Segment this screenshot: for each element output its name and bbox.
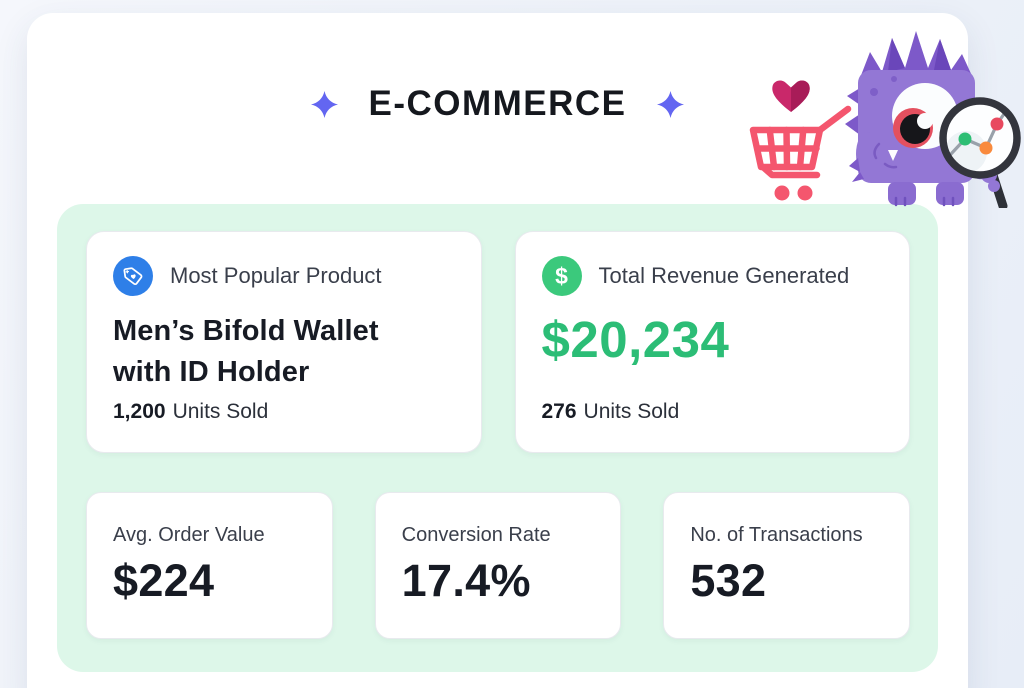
dollar-icon: $ <box>555 262 568 289</box>
popular-product-card-header: Most Popular Product <box>113 256 453 296</box>
revenue-card: $ Total Revenue Generated $20,234 276 Uni… <box>514 231 910 453</box>
tag-icon-badge <box>113 256 153 296</box>
popular-units-label: Units Sold <box>172 400 269 423</box>
stat-value: 17.4% <box>401 555 531 606</box>
metrics-panel: Most Popular Product Men’s Bifold Wallet… <box>57 204 938 672</box>
heart-icon <box>772 80 810 112</box>
popular-units-sold: 1,200 Units Sold <box>113 400 453 424</box>
revenue-units-value: 276 <box>541 400 577 423</box>
revenue-label: Total Revenue Generated <box>598 263 850 288</box>
sparkle-right-icon <box>656 90 684 118</box>
popular-units-value: 1,200 <box>113 400 166 423</box>
shopping-cart-icon <box>749 105 852 201</box>
revenue-card-header: $ Total Revenue Generated <box>541 256 882 296</box>
dollar-icon-badge: $ <box>541 256 582 296</box>
stat-value: $224 <box>113 555 215 606</box>
sparkle-left-icon <box>311 90 339 118</box>
stat-label: No. of Transactions <box>690 524 863 546</box>
product-name: Men’s Bifold Wallet with ID Holder <box>113 315 379 389</box>
stat-label: Conversion Rate <box>401 524 551 546</box>
stat-card-transactions: No. of Transactions 532 <box>663 492 911 639</box>
stat-label: Avg. Order Value <box>113 524 265 546</box>
page-header: E-COMMERCE <box>27 84 968 124</box>
popular-product-card: Most Popular Product Men’s Bifold Wallet… <box>86 231 482 453</box>
mascot-illustration <box>749 31 1021 208</box>
revenue-amount: $20,234 <box>541 311 730 368</box>
monster-eye <box>892 83 958 149</box>
top-metrics-row: Most Popular Product Men’s Bifold Wallet… <box>86 231 910 453</box>
popular-product-label: Most Popular Product <box>170 263 382 288</box>
stat-card-conversion-rate: Conversion Rate 17.4% <box>374 492 622 639</box>
revenue-units-sold: 276 Units Sold <box>542 400 882 424</box>
stat-card-avg-order-value: Avg. Order Value $224 <box>86 492 333 639</box>
bottom-metrics-row: Avg. Order Value $224 Conversion Rate 17… <box>86 492 911 639</box>
revenue-units-label: Units Sold <box>583 400 680 423</box>
magnifying-glass-icon <box>939 97 1021 208</box>
stat-value: 532 <box>690 555 767 606</box>
page-title: E-COMMERCE <box>368 84 627 123</box>
tag-icon <box>123 267 143 286</box>
